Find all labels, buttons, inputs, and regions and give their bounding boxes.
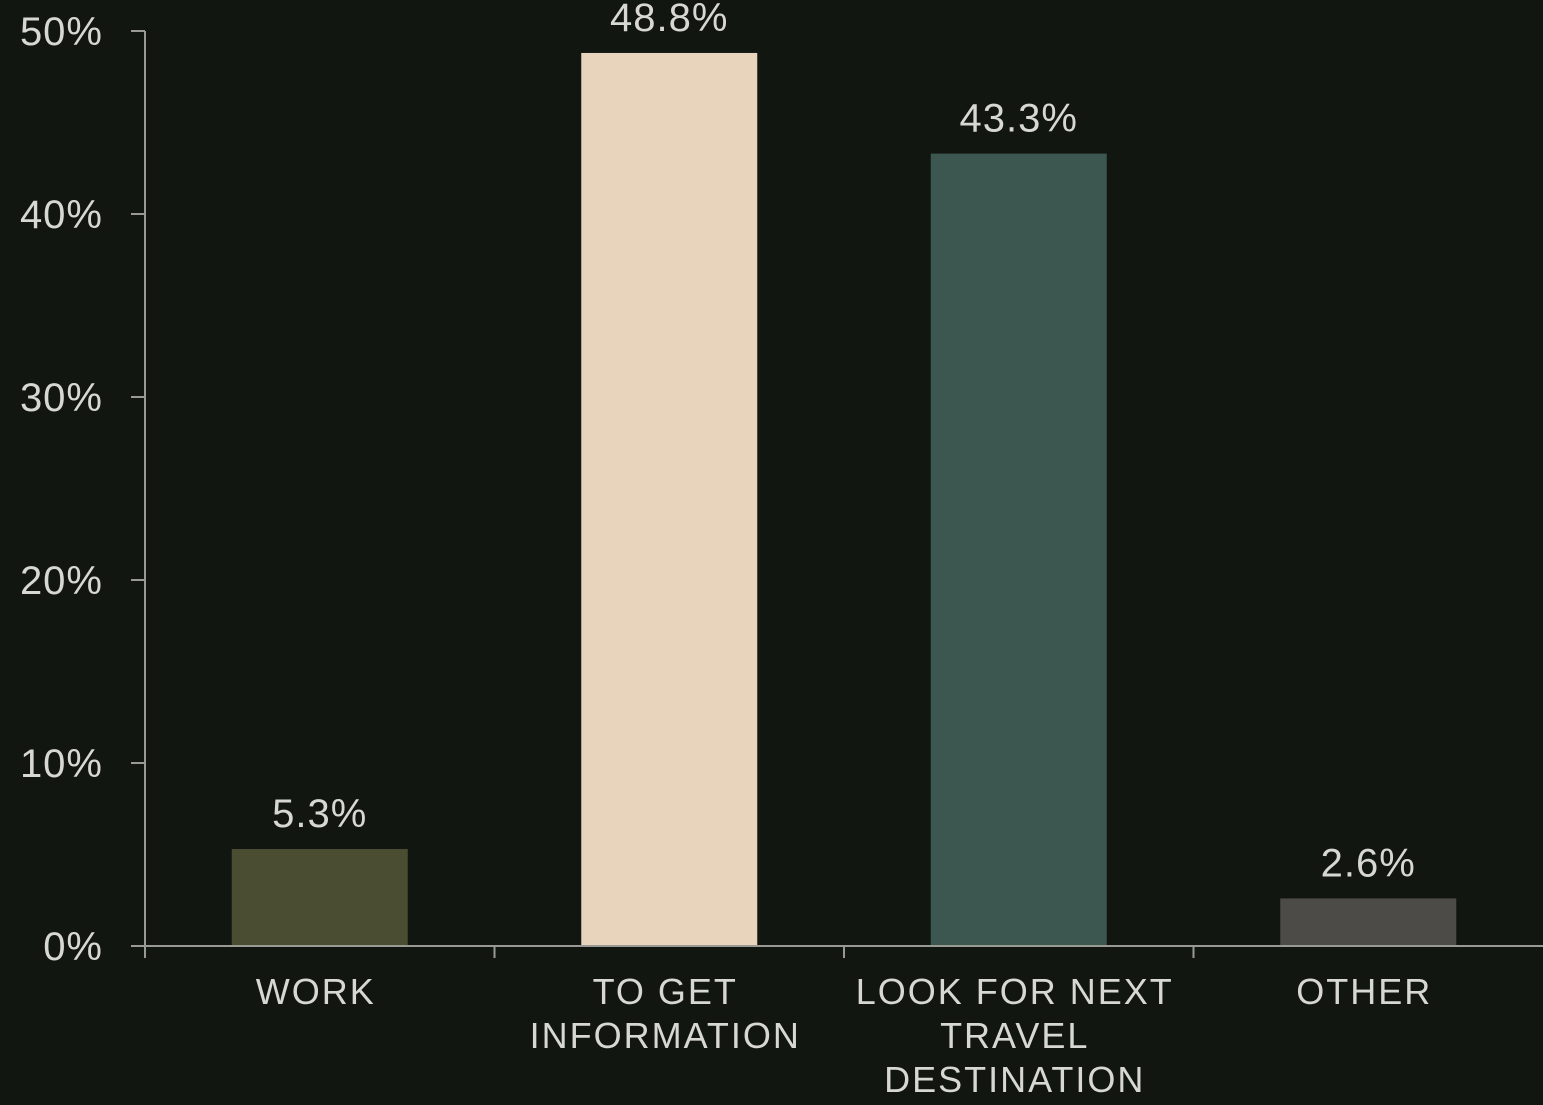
y-tick-label: 10% bbox=[20, 742, 103, 786]
category-label-line: TRAVEL bbox=[940, 1015, 1089, 1056]
bar bbox=[231, 849, 408, 946]
y-axis-ticks: 0% 10% 20% 30% 40% 50% bbox=[20, 10, 145, 969]
category-label-line: LOOK FOR NEXT bbox=[856, 971, 1174, 1012]
y-tick-label: 20% bbox=[20, 559, 103, 603]
y-tick-label: 40% bbox=[20, 193, 103, 237]
bar bbox=[1280, 898, 1457, 946]
data-label: 48.8% bbox=[610, 0, 728, 40]
y-tick-label: 30% bbox=[20, 376, 103, 420]
category-label: OTHER bbox=[1296, 971, 1432, 1012]
category-label-line: DESTINATION bbox=[884, 1059, 1145, 1100]
category-label: TO GET INFORMATION bbox=[530, 971, 801, 1056]
category-label: LOOK FOR NEXT TRAVEL DESTINATION bbox=[856, 971, 1174, 1100]
bar bbox=[581, 52, 758, 946]
category-label: WORK bbox=[256, 971, 376, 1012]
y-tick-label: 0% bbox=[43, 925, 103, 969]
category-label-line: WORK bbox=[256, 971, 376, 1012]
category-label-line: TO GET bbox=[593, 971, 738, 1012]
category-label-line: INFORMATION bbox=[530, 1015, 801, 1056]
data-label: 5.3% bbox=[272, 792, 367, 836]
bar bbox=[930, 153, 1107, 947]
data-label: 43.3% bbox=[960, 97, 1078, 141]
y-tick-label: 50% bbox=[20, 10, 103, 54]
data-labels-group: 5.3% 48.8% 43.3% 2.6% bbox=[272, 0, 1416, 885]
category-labels-group: WORK TO GET INFORMATION LOOK FOR NEXT TRAVEL… bbox=[256, 971, 1432, 1100]
bars-group bbox=[231, 52, 1457, 947]
data-label: 2.6% bbox=[1321, 841, 1416, 885]
category-label-line: OTHER bbox=[1296, 971, 1432, 1012]
x-axis-ticks bbox=[144, 946, 1195, 958]
